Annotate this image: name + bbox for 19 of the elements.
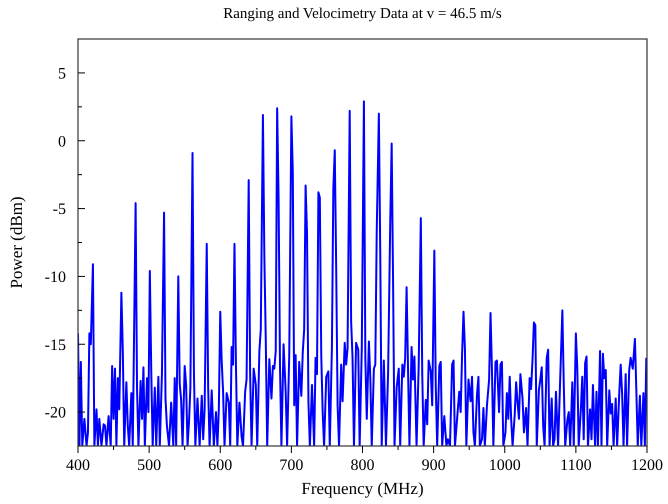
x-tick-label: 1100: [560, 457, 592, 474]
y-tick-label: -20: [44, 404, 66, 422]
y-tick-label: -15: [44, 336, 66, 354]
x-tick-label: 400: [66, 457, 90, 474]
x-tick-label: 800: [350, 457, 374, 474]
y-axis-title: Power (dBm): [7, 196, 26, 289]
x-axis-title: Frequency (MHz): [301, 479, 424, 498]
y-tick-label: 0: [58, 133, 66, 150]
x-tick-label: 1000: [488, 457, 521, 474]
x-tick-label: 700: [279, 457, 304, 474]
x-tick-label: 1200: [631, 457, 663, 474]
line-series: [78, 100, 647, 446]
y-tick-label: -10: [44, 269, 66, 286]
x-tick-label: 600: [208, 457, 232, 474]
y-tick-label: 5: [58, 66, 66, 83]
x-tick-label: 900: [422, 457, 446, 474]
x-tick-label: 500: [137, 457, 162, 474]
chart-title: Ranging and Velocimetry Data at v = 46.5 m/s: [223, 6, 502, 22]
y-tick-label: -5: [52, 201, 66, 218]
